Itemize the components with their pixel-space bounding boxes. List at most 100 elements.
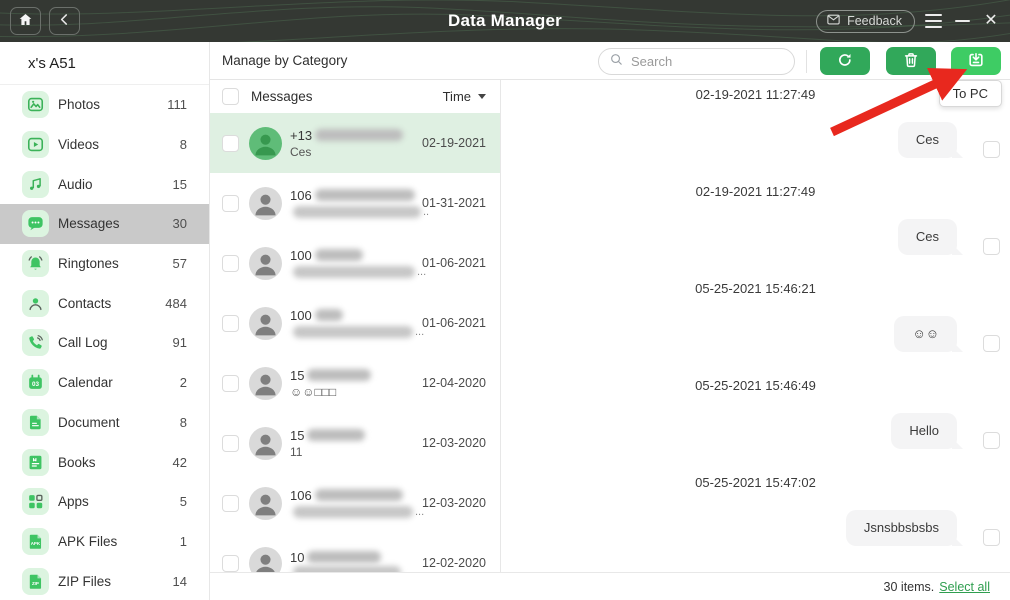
home-button[interactable]: [10, 7, 41, 35]
message-timestamp: 02-19-2021 11:27:49: [695, 184, 816, 199]
conversation-panel: 02-19-2021 11:27:49 Ces 02-19-2021 11:27…: [500, 80, 1010, 572]
menu-button[interactable]: [922, 7, 944, 35]
sidebar-item-ringtones[interactable]: Ringtones 57: [0, 244, 209, 284]
message-group: 05-25-2021 15:47:02 Jsnsbbsbsbs: [501, 476, 1010, 566]
select-all-checkbox[interactable]: [222, 88, 239, 105]
sidebar-item-label: Books: [58, 454, 96, 470]
message-row[interactable]: 100 ... 01-06-2021: [210, 233, 500, 293]
message-group: 02-19-2021 11:27:49 Ces: [501, 88, 1010, 178]
redacted-text: [307, 551, 382, 563]
message-text: Jsnsbbsbsbs: [863, 520, 939, 535]
message-row[interactable]: 15 ☺☺□□□ 12-04-2020: [210, 353, 500, 413]
svg-text:APK: APK: [31, 541, 41, 546]
message-row[interactable]: +13 Ces 02-19-2021: [210, 113, 500, 173]
sidebar-item-count: 42: [172, 454, 187, 470]
redacted-text: [307, 369, 372, 381]
message-preview: 11: [290, 444, 303, 459]
message-row[interactable]: 106 .. 01-31-2021: [210, 173, 500, 233]
message-date: 12-04-2020: [422, 376, 486, 390]
books-icon: [22, 448, 49, 476]
sidebar-item-label: Messages: [58, 216, 120, 232]
row-checkbox[interactable]: [222, 314, 239, 332]
delete-button[interactable]: [886, 47, 936, 75]
message-bubble: Ces: [897, 219, 964, 255]
sidebar-item-messages[interactable]: Messages 30: [0, 204, 209, 244]
contact-avatar-icon: [249, 426, 282, 460]
sidebar: x's A51 Photos 111 Videos 8 Audio 15 Mes…: [0, 42, 210, 600]
message-text: Ces: [915, 132, 939, 147]
refresh-button[interactable]: [820, 47, 870, 75]
redacted-text: [314, 489, 403, 501]
row-checkbox[interactable]: [222, 494, 239, 512]
row-checkbox[interactable]: [222, 554, 239, 572]
contacts-icon: [22, 289, 49, 317]
message-bubble: Ces: [897, 122, 964, 158]
search-input[interactable]: [631, 54, 807, 69]
export-to-pc-button[interactable]: [951, 47, 1001, 75]
sidebar-item-count: 8: [179, 137, 187, 153]
to-pc-tooltip: To PC: [938, 80, 1002, 107]
sidebar-item-calendar[interactable]: 03 Calendar 2: [0, 363, 209, 403]
sidebar-item-contacts[interactable]: Contacts 484: [0, 283, 209, 323]
message-date: 02-19-2021: [422, 136, 486, 150]
document-icon: [22, 408, 49, 436]
message-row[interactable]: 10 12-02-2020: [210, 533, 500, 572]
sidebar-item-count: 91: [172, 335, 187, 351]
message-row[interactable]: 15 11 12-03-2020: [210, 413, 500, 473]
redacted-text: [293, 265, 415, 278]
contact-number: 106: [290, 487, 312, 503]
items-count: 30 items.: [883, 579, 935, 594]
svg-text:03: 03: [32, 381, 40, 388]
sidebar-item-zip-files[interactable]: ZIP ZIP Files 14: [0, 561, 209, 600]
sidebar-item-books[interactable]: Books 42: [0, 442, 209, 482]
redacted-text: [293, 505, 413, 518]
contact-number: 10: [290, 549, 305, 565]
sidebar-item-document[interactable]: Document 8: [0, 403, 209, 443]
bubble-checkbox[interactable]: [983, 238, 1000, 255]
message-bubble: Jsnsbbsbsbs: [845, 510, 964, 546]
row-checkbox[interactable]: [222, 134, 239, 152]
row-checkbox[interactable]: [222, 254, 239, 272]
contact-number: 15: [290, 427, 305, 443]
sidebar-item-label: Videos: [58, 137, 100, 153]
message-row[interactable]: 106 ... 12-03-2020: [210, 473, 500, 533]
main-header: Manage by Category: [210, 42, 1010, 80]
sidebar-item-label: Apps: [58, 494, 89, 510]
bubble-checkbox[interactable]: [983, 529, 1000, 546]
sidebar-item-count: 1: [179, 533, 187, 549]
sidebar-item-label: Photos: [58, 97, 101, 113]
bubble-checkbox[interactable]: [983, 141, 1000, 158]
row-checkbox[interactable]: [222, 194, 239, 212]
sidebar-item-count: 30: [172, 216, 187, 232]
sidebar-item-call-log[interactable]: Call Log 91: [0, 323, 209, 363]
contact-avatar-icon: [249, 546, 282, 572]
sidebar-item-audio[interactable]: Audio 15: [0, 164, 209, 204]
contact-avatar-icon: [249, 366, 282, 400]
sidebar-item-apk-files[interactable]: APK APK Files 1: [0, 522, 209, 562]
redacted-text: [307, 429, 366, 441]
bubble-checkbox[interactable]: [983, 335, 1000, 352]
feedback-button[interactable]: Feedback: [816, 9, 915, 33]
sidebar-item-videos[interactable]: Videos 8: [0, 125, 209, 165]
home-icon: [17, 11, 34, 31]
bubble-checkbox[interactable]: [983, 432, 1000, 449]
envelope-icon: [826, 12, 841, 30]
sidebar-item-photos[interactable]: Photos 111: [0, 85, 209, 125]
select-all-link[interactable]: Select all: [939, 579, 990, 594]
sort-by-time-dropdown[interactable]: Time: [443, 89, 486, 104]
row-checkbox[interactable]: [222, 374, 239, 392]
message-row[interactable]: 100 ... 01-06-2021: [210, 293, 500, 353]
message-date: 12-03-2020: [422, 496, 486, 510]
photos-icon: [22, 91, 49, 119]
sidebar-item-apps[interactable]: Apps 5: [0, 482, 209, 522]
back-button[interactable]: [49, 7, 80, 35]
search-box[interactable]: [598, 48, 807, 75]
message-timestamp: 05-25-2021 15:47:02: [695, 475, 816, 490]
row-checkbox[interactable]: [222, 434, 239, 452]
sidebar-item-count: 111: [167, 97, 187, 113]
sidebar-item-label: APK Files: [58, 533, 118, 549]
minimize-button[interactable]: [951, 7, 973, 35]
close-button[interactable]: ✕: [980, 7, 1002, 35]
message-text: Hello: [909, 423, 939, 438]
